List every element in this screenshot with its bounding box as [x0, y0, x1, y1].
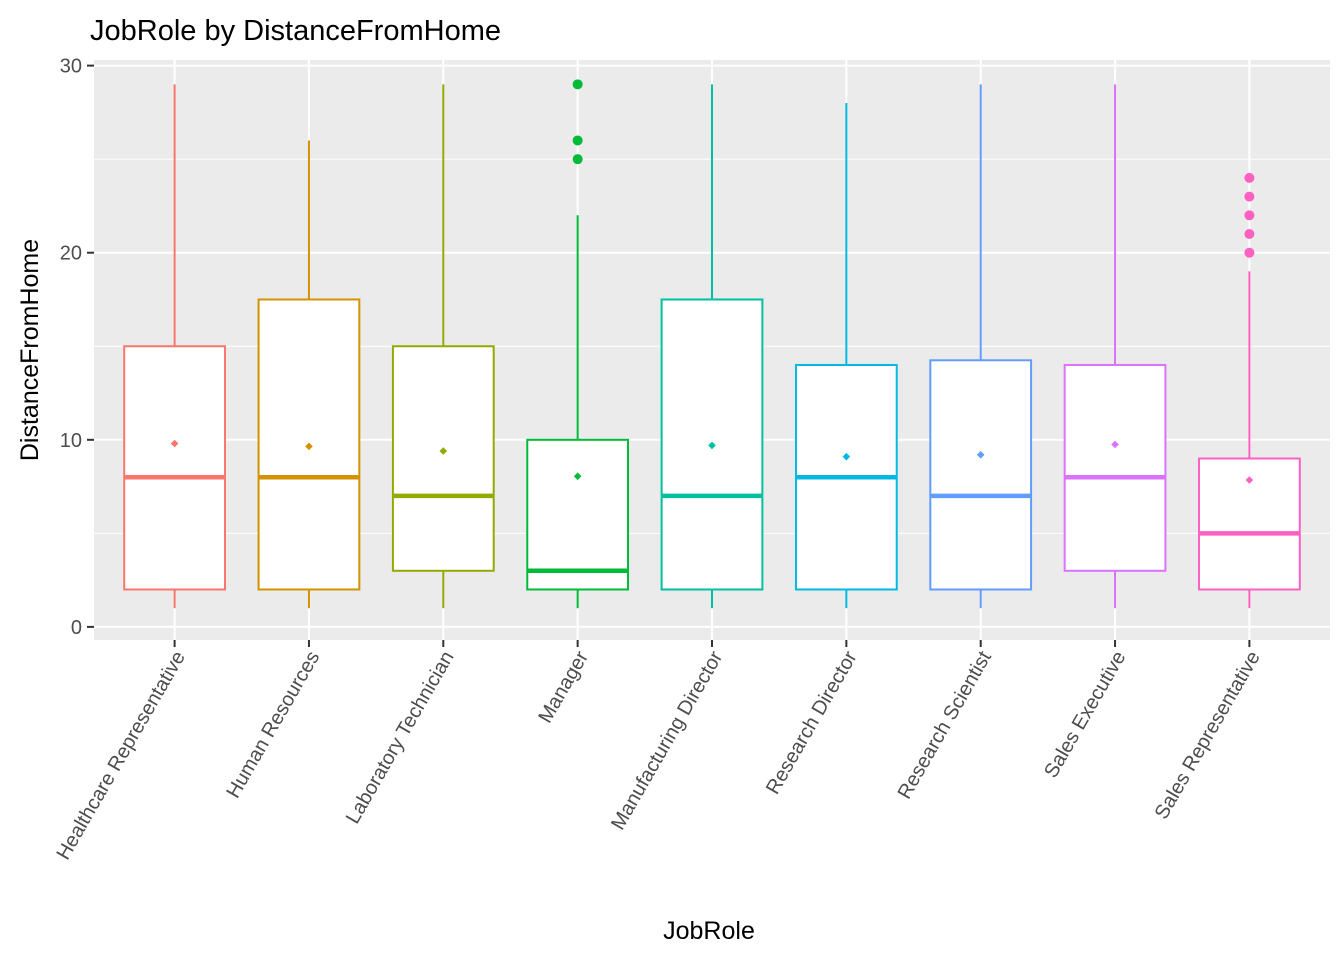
outlier-point — [572, 79, 583, 90]
x-tick-label: Research Scientist — [894, 647, 997, 803]
mean-marker — [1111, 440, 1119, 449]
box-body — [1063, 363, 1167, 572]
outlier-point — [1244, 247, 1255, 258]
y-axis: 0 10 20 30 — [60, 56, 94, 639]
box-body — [123, 345, 226, 591]
x-tick-label: Sales Executive — [1040, 648, 1130, 782]
box-manager — [526, 79, 630, 609]
x-tick-label: Research Director — [762, 647, 862, 798]
box-sales-representative — [1198, 172, 1301, 609]
box-manufacturing-director — [660, 84, 764, 609]
x-axis-title: JobRole — [663, 917, 755, 945]
box-body — [391, 345, 495, 572]
outlier-point — [572, 154, 583, 165]
box-sales-executive — [1063, 84, 1167, 609]
mean-marker — [976, 450, 985, 459]
boxes-layer — [123, 79, 1301, 609]
outlier-point — [1244, 210, 1255, 221]
mean-marker — [439, 447, 448, 455]
mean-marker — [305, 442, 313, 451]
outlier-point — [572, 135, 583, 146]
x-tick-label: Human Resources — [222, 648, 324, 802]
box-body — [526, 438, 630, 591]
outlier-point — [1244, 172, 1255, 183]
box-body — [929, 359, 1033, 591]
outlier-point — [1244, 229, 1255, 239]
y-tick-label: 0 — [71, 617, 82, 639]
box-research-director — [794, 103, 898, 609]
box-human-resources — [257, 140, 361, 609]
y-tick-label: 10 — [60, 430, 82, 452]
box-research-scientist — [929, 84, 1033, 609]
mean-marker — [573, 472, 582, 481]
x-tick-label: Sales Representative — [1151, 648, 1265, 824]
y-tick-label: 30 — [60, 56, 82, 78]
box-healthcare-representative — [123, 84, 226, 609]
mean-marker — [1245, 476, 1254, 484]
mean-marker — [842, 452, 851, 461]
y-tick-label: 20 — [60, 243, 82, 265]
mean-marker — [170, 439, 179, 448]
x-tick-label: Healthcare Representative — [52, 648, 189, 864]
x-axis: Healthcare Representative Human Resources… — [52, 640, 1265, 864]
box-laboratory-technician — [391, 84, 495, 609]
x-tick-label: Manufacturing Director — [607, 647, 727, 833]
y-axis-title: DistanceFromHome — [16, 239, 44, 461]
x-tick-label: Laboratory Technician — [342, 648, 459, 828]
chart-title: JobRole by DistanceFromHome — [90, 15, 501, 47]
outlier-point — [1244, 191, 1255, 202]
mean-marker — [708, 441, 716, 450]
x-tick-label: Manager — [534, 647, 593, 727]
